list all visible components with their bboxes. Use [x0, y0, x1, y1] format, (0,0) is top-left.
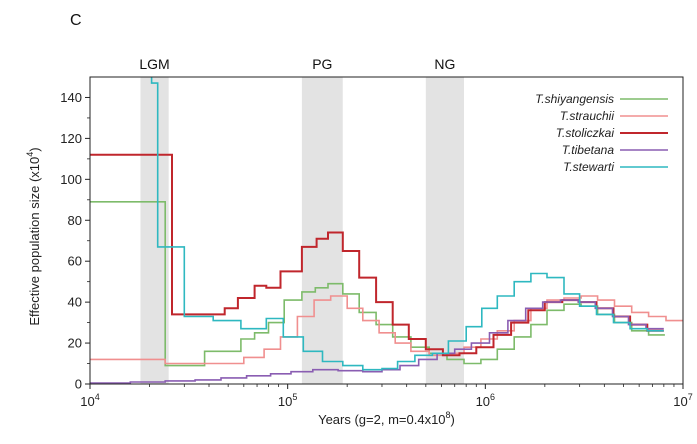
y-tick-label: 60 — [68, 254, 82, 269]
period-labels: LGM PG NG — [139, 56, 455, 72]
x-axis: 104 105 106 107 — [80, 384, 693, 409]
series-line-t-tibetana — [90, 299, 664, 384]
x-axis-title: Years (g=2, m=0.4x108) — [318, 410, 455, 427]
band-label-pg: PG — [312, 56, 332, 72]
y-tick-label: 120 — [60, 131, 82, 146]
band-label-lgm: LGM — [139, 56, 169, 72]
shaded-band-ng — [425, 77, 465, 384]
panel-letter: C — [70, 12, 82, 29]
shaded-band-pg — [301, 77, 343, 384]
y-tick-label: 20 — [68, 336, 82, 351]
x-tick-label: 107 — [673, 392, 692, 409]
legend-label: T.stewarti — [563, 160, 614, 174]
shaded-periods — [140, 77, 465, 384]
band-label-ng: NG — [434, 56, 455, 72]
y-tick-label: 80 — [68, 213, 82, 228]
x-tick-label: 104 — [80, 392, 99, 409]
legend-label: T.shiyangensis — [535, 92, 614, 106]
y-axis: 0 20 40 60 80 100 120 140 — [60, 90, 90, 392]
y-tick-label: 140 — [60, 90, 82, 105]
y-tick-label: 0 — [75, 377, 82, 392]
series-line-t-shiyangensis — [90, 201, 665, 367]
x-tick-label: 106 — [476, 392, 495, 409]
x-tick-label: 105 — [278, 392, 297, 409]
legend-label: T.strauchii — [560, 109, 615, 123]
y-tick-label: 100 — [60, 172, 82, 187]
legend-label: T.stoliczkai — [556, 126, 615, 140]
series-line-t-stewarti — [150, 77, 664, 371]
y-axis-title: Effective population size (x104) — [25, 147, 42, 325]
y-tick-label: 40 — [68, 295, 82, 310]
data-series — [90, 77, 683, 384]
legend: T.shiyangensis T.strauchii T.stoliczkai T.t… — [535, 92, 668, 174]
legend-label: T.tibetana — [562, 143, 615, 157]
plot-frame — [89, 76, 684, 385]
shaded-band-lgm — [140, 77, 169, 384]
